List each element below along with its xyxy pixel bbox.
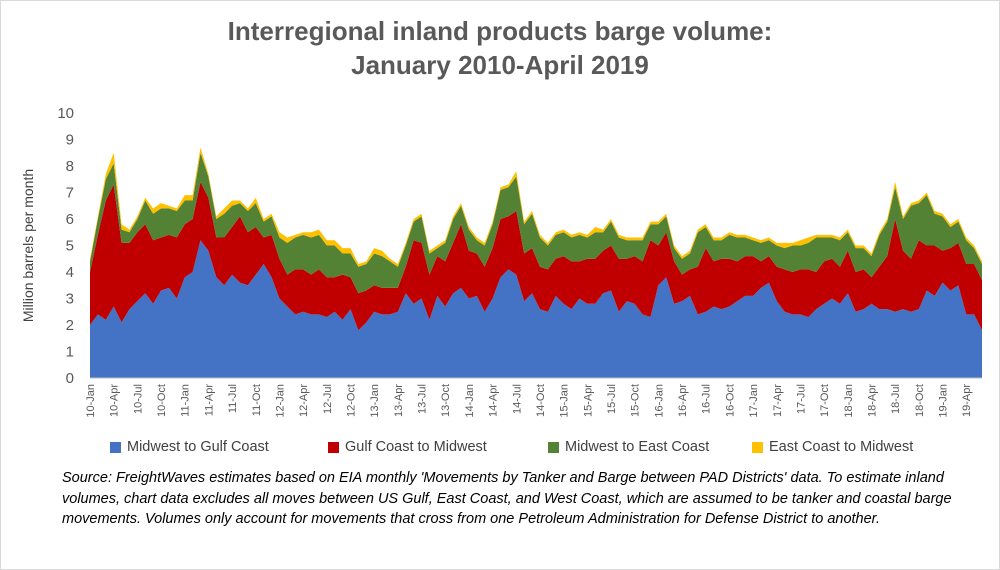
x-tick-label: 10-Apr [109,384,121,417]
x-tick-label: 18-Jan [843,384,855,418]
x-tick-label: 14-Apr [488,384,500,417]
chart-title-line-2: January 2010-April 2019 [351,50,649,80]
x-tick-label: 16-Jan [653,384,665,418]
series-area-4 [90,147,982,267]
x-tick-label: 12-Apr [298,384,310,417]
x-tick-label: 16-Apr [677,384,689,417]
legend-label: Gulf Coast to Midwest [345,439,487,455]
x-tick-label: 11-Apr [203,384,215,417]
legend-swatch [328,441,339,453]
x-tick-label: 12-Oct [346,384,358,417]
source-note: Source: FreightWaves estimates based on … [62,470,952,527]
y-tick-label: 4 [66,264,74,281]
series-area-3 [90,152,982,294]
chart-title: Interregional inland products barge volu… [0,14,1000,82]
y-tick-label: 10 [57,105,74,122]
x-tick-label: 15-Jul [606,384,618,414]
y-tick-label: 0 [66,370,74,387]
x-tick-label: 14-Oct [535,384,547,417]
chart-legend: Midwest to Gulf Coast Gulf Coast to Midwe… [110,439,990,459]
chart-title-line-1: Interregional inland products barge volu… [227,16,773,46]
y-tick-label: 2 [66,317,74,334]
y-tick-label: 1 [66,344,74,361]
stacked-area-chart: 0 1 2 3 4 5 6 7 8 9 10 Million barrels per month 10-… [20,105,982,418]
series-area-2 [90,181,982,331]
x-tick-label: 11-Jul [227,384,239,413]
x-tick-label: 15-Apr [582,384,594,417]
legend-swatch [752,441,763,453]
x-tick-label: 16-Jul [701,384,713,414]
x-tick-label: 17-Jan [748,384,760,418]
x-tick-label: 13-Apr [393,384,405,417]
y-tick-label: 7 [66,185,74,202]
legend-swatch [110,441,121,453]
x-tick-label: 17-Apr [772,384,784,417]
x-tick-label: 13-Jan [369,384,381,418]
legend-item: Midwest to East Coast [548,439,709,455]
x-tick-label: 17-Oct [819,384,831,417]
x-tick-label: 11-Oct [251,384,263,416]
y-tick-label: 8 [66,158,74,175]
x-tick-label: 16-Oct [724,384,736,417]
x-tick-label: 11-Jan [180,384,192,417]
x-tick-label: 14-Jul [511,384,523,414]
legend-item: Gulf Coast to Midwest [328,439,487,455]
x-tick-label: 18-Apr [866,384,878,417]
legend-label: Midwest to Gulf Coast [127,439,269,455]
x-tick-label: 19-Apr [961,384,973,417]
y-tick-label: 6 [66,211,74,228]
x-tick-label: 10-Jul [132,384,144,414]
x-tick-label: 10-Oct [156,384,168,417]
x-tick-label: 10-Jan [85,384,97,418]
x-tick-label: 14-Jan [464,384,476,418]
y-tick-label: 9 [66,132,74,149]
y-tick-label: 5 [66,238,74,255]
x-tick-label: 17-Jul [795,384,807,414]
y-axis-label: Million barrels per month [20,169,36,322]
x-tick-label: 12-Jul [322,384,334,414]
x-tick-label: 12-Jan [274,384,286,418]
x-tick-label: 18-Oct [914,384,926,417]
x-tick-label: 13-Oct [440,384,452,417]
y-tick-label: 3 [66,291,74,308]
x-tick-label: 15-Jan [559,384,571,418]
x-tick-label: 13-Jul [417,384,429,414]
x-tick-label: 18-Jul [890,384,902,414]
legend-swatch [548,441,559,453]
legend-item: East Coast to Midwest [752,439,913,455]
x-tick-label: 19-Jan [938,384,950,418]
series-area-1 [90,240,982,378]
legend-label: East Coast to Midwest [769,439,914,455]
x-tick-label: 15-Oct [630,384,642,417]
legend-item: Midwest to Gulf Coast [110,439,269,455]
legend-label: Midwest to East Coast [565,439,710,455]
